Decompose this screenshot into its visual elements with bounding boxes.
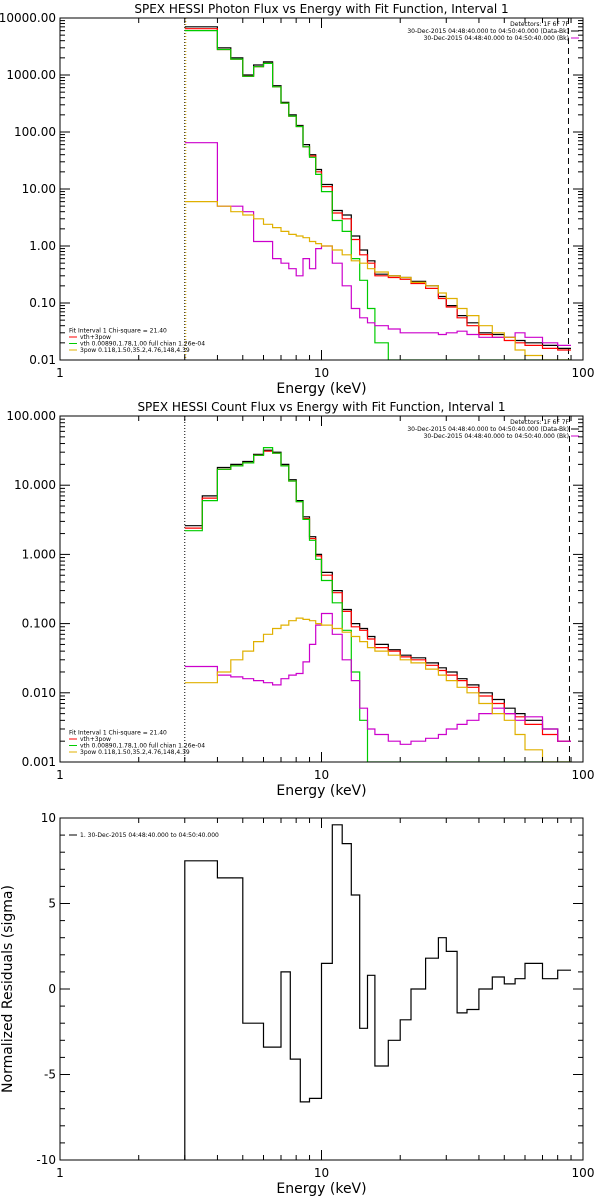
legend-entry: Fit Interval 1 Chi-square = 21.40 xyxy=(69,730,167,737)
series-4-line xyxy=(184,142,571,346)
series-5-line xyxy=(184,617,571,762)
x-tick-label: 10 xyxy=(314,366,329,380)
series-group xyxy=(184,447,571,762)
y-axis: -10 -5 0 5 10 Normalized Residuals (sigma) xyxy=(0,811,583,1167)
y-tick-label: 10.000 xyxy=(14,478,56,492)
y-tick-label: 0.10 xyxy=(29,296,56,310)
y-tick-label: 0.100 xyxy=(22,617,56,631)
legend-entry: vth 0.00890,1.78,1.00 full chian 1.26e-0… xyxy=(80,341,205,348)
legend-entry: Fit Interval 1 Chi-square = 21.40 xyxy=(69,328,167,335)
y-tick-label: 100.000 xyxy=(6,409,56,423)
x-axis: 1 10 100 Energy (keV) xyxy=(56,818,594,1197)
series-1-line xyxy=(184,449,571,742)
y-tick-label: 100.00 xyxy=(14,125,56,139)
series-4-line xyxy=(184,612,571,745)
y-tick-label: 5 xyxy=(48,897,56,911)
chart-title: SPEX HESSI Count Flux vs Energy with Fit… xyxy=(137,400,505,414)
legend-entry: vth+3pow xyxy=(80,736,111,743)
x-tick-label: 10 xyxy=(314,768,329,782)
legend-entry: vth 0.00890,1.78,1.00 full chian 1.26e-0… xyxy=(80,743,205,750)
x-axis: 1 10 100 Energy (keV) xyxy=(56,18,594,397)
y-tick-label: 0 xyxy=(48,982,56,996)
x-axis: 1 10 100 Energy (keV) xyxy=(56,416,594,799)
y-tick-label: 10000.00 xyxy=(0,11,56,25)
x-tick-label: 10 xyxy=(314,1166,329,1180)
x-tick-label: 100 xyxy=(572,1166,595,1180)
x-tick-label: 100 xyxy=(572,366,595,380)
header-line: 30-Dec-2015 04:48:40.000 to 04:50:40.000… xyxy=(407,426,569,433)
series-1-line xyxy=(184,824,571,1160)
y-axis: 0.01 0.10 1.00 10.00 100.00 1000.00 10000.00 xyxy=(0,11,583,367)
header-line: Detectors: 1F 6F 7F xyxy=(510,21,569,28)
chart-1: SPEX HESSI Photon Flux vs Energy with Fi… xyxy=(0,2,594,397)
y-tick-label: -10 xyxy=(36,1153,56,1167)
series-5-line xyxy=(184,201,571,360)
header-line: 30-Dec-2015 04:48:40.000 to 04:50:40.000… xyxy=(424,35,569,42)
chart-3: 1 10 100 Energy (keV) -10 -5 0 5 10 Normalized Re… xyxy=(0,811,594,1197)
y-tick-label: -5 xyxy=(44,1068,56,1082)
y-tick-label: 10.00 xyxy=(22,182,56,196)
series-3-line xyxy=(184,447,571,762)
chart-2: SPEX HESSI Count Flux vs Energy with Fit… xyxy=(6,400,594,799)
legend-entry: 3pow 0.118,1.50,35.2,4.76,148,4.39 xyxy=(80,347,190,354)
x-tick-label: 1 xyxy=(56,768,64,782)
y-axis: 0.001 0.010 0.100 1.000 10.000 100.000 xyxy=(6,409,583,769)
x-axis-label: Energy (keV) xyxy=(276,1181,366,1197)
header-line: Detectors: 1F 6F 7F xyxy=(510,419,569,426)
header-line: 30-Dec-2015 04:48:40.000 to 04:50:40.000… xyxy=(424,433,569,440)
legend-entry: vth+3pow xyxy=(80,334,111,341)
x-tick-label: 100 xyxy=(572,768,595,782)
series-group xyxy=(184,824,571,1160)
x-tick-label: 1 xyxy=(56,1166,64,1180)
legend-entry: 3pow 0.118,1.50,35.2,4.76,148,4.39 xyxy=(80,749,190,756)
y-tick-label: 0.01 xyxy=(29,353,56,367)
x-axis-label: Energy (keV) xyxy=(276,381,366,397)
y-tick-label: 0.001 xyxy=(22,755,56,769)
x-tick-label: 1 xyxy=(56,366,64,380)
y-tick-label: 0.010 xyxy=(22,686,56,700)
header-line: 30-Dec-2015 04:48:40.000 to 04:50:40.000… xyxy=(407,28,569,35)
legend-entry: 1. 30-Dec-2015 04:48:40.000 to 04:50:40.… xyxy=(80,832,219,839)
y-tick-label: 1.00 xyxy=(29,239,56,253)
y-tick-label: 1.000 xyxy=(22,547,56,561)
y-axis-label: Normalized Residuals (sigma) xyxy=(0,885,16,1093)
series-2-line xyxy=(184,450,571,742)
series-3-line xyxy=(184,30,571,360)
series-group xyxy=(184,26,571,360)
y-tick-label: 10 xyxy=(41,811,56,825)
chart-title: SPEX HESSI Photon Flux vs Energy with Fi… xyxy=(134,2,508,16)
x-axis-label: Energy (keV) xyxy=(276,783,366,799)
y-tick-label: 1000.00 xyxy=(6,68,56,82)
